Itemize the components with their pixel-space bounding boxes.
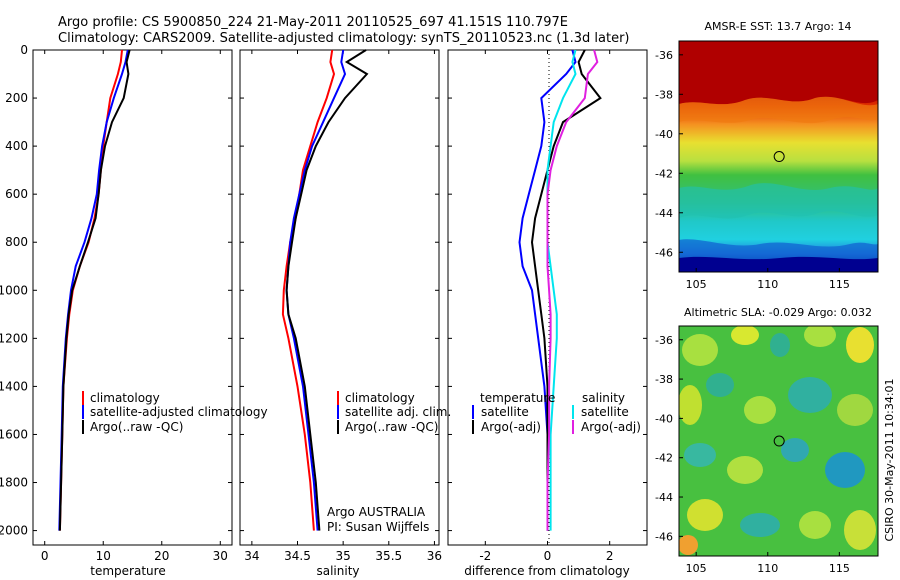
temperature-legend: climatology satellite-adjusted climatolo… — [82, 391, 268, 434]
lon-tick-label: 115 — [829, 278, 850, 291]
series-line-argo-raw-qc — [285, 49, 369, 531]
depth-tick-label: 200 — [5, 91, 28, 105]
lat-tick-label: -42 — [655, 452, 673, 465]
x-tick-label: 35 — [336, 549, 351, 563]
series-line-climatology — [281, 49, 336, 531]
x-tick-label: 0 — [544, 549, 552, 563]
series-line-satellite — [518, 49, 577, 531]
sla-map-title: Altimetric SLA: -0.029 Argo: 0.032 — [684, 306, 872, 319]
lat-tick-label: -46 — [655, 246, 673, 259]
lon-tick-label: 115 — [829, 562, 850, 575]
depth-tick-label: 1200 — [0, 331, 28, 345]
sst-map-axes: -36 -38 -40 -42 -44 -46 105 110 115 — [655, 49, 850, 291]
x-tick-label: -2 — [479, 549, 491, 563]
salinity-x-axis: 34 34.5 35 35.5 36 — [244, 50, 442, 563]
temperature-x-axis: 0 10 20 30 — [41, 50, 228, 563]
legend-label-climatology: climatology — [90, 391, 160, 405]
lat-tick-label: -40 — [655, 412, 673, 425]
series-line-argo-raw-qc — [58, 49, 131, 531]
depth-tick-label: 1400 — [0, 379, 28, 393]
lat-tick-label: -46 — [655, 530, 673, 543]
credit-line-2: PI: Susan Wijffels — [327, 520, 429, 534]
legend-label-temp-satellite: satellite — [481, 405, 529, 419]
x-tick-label: 10 — [96, 549, 111, 563]
series-line-argo-adj — [546, 49, 599, 531]
lat-tick-label: -36 — [655, 334, 673, 347]
depth-tick-label: 600 — [5, 187, 28, 201]
legend-label-temp-argo: Argo(-adj) — [481, 420, 541, 434]
series-line-satellite — [546, 49, 577, 531]
difference-legend: temperature satellite Argo(-adj) salinit… — [472, 391, 641, 434]
x-tick-label: 0 — [41, 549, 49, 563]
salinity-legend: climatology satellite adj. clim. Argo(..… — [327, 391, 451, 534]
legend-label-climatology: climatology — [345, 391, 415, 405]
temperature-profiles — [58, 49, 131, 531]
depth-tick-label: 800 — [5, 235, 28, 249]
difference-x-axis: -2 0 2 — [479, 50, 614, 563]
lat-tick-label: -36 — [655, 49, 673, 62]
lon-tick-label: 105 — [686, 278, 707, 291]
lon-tick-label: 110 — [757, 278, 778, 291]
sst-map-image — [679, 41, 878, 272]
x-tick-label: 34 — [244, 549, 259, 563]
depth-tick-label: 1600 — [0, 427, 28, 441]
x-tick-label: 36 — [427, 549, 442, 563]
legend-label-argo: Argo(..raw -QC) — [345, 420, 438, 434]
series-line-satellite-adjusted-climatology — [58, 49, 129, 531]
sst-map-title: AMSR-E SST: 13.7 Argo: 14 — [704, 20, 851, 33]
salinity-axis-label: salinity — [316, 564, 359, 578]
temperature-axis-label: temperature — [90, 564, 165, 578]
legend-label-satellite: satellite-adjusted climatology — [90, 405, 268, 419]
sla-map-axes: -36 -38 -40 -42 -44 -46 105 110 115 — [655, 334, 850, 575]
credit-line-1: Argo AUSTRALIA — [327, 505, 426, 519]
depth-tick-label: 0 — [20, 43, 28, 57]
argo-position-marker — [773, 435, 785, 447]
series-line-satellite-adj-clim — [285, 49, 347, 531]
lat-tick-label: -38 — [655, 88, 673, 101]
x-tick-label: 35.5 — [375, 549, 402, 563]
lon-tick-label: 105 — [686, 562, 707, 575]
series-line-argo-adj — [530, 49, 602, 531]
legend-label-sal-satellite: satellite — [581, 405, 629, 419]
lat-tick-label: -44 — [655, 207, 673, 220]
salinity-profiles — [281, 49, 369, 531]
x-tick-label: 30 — [213, 549, 228, 563]
side-timestamp-label: CSIRO 30-May-2011 10:34:01 — [883, 378, 896, 541]
depth-tick-label: 1000 — [0, 283, 28, 297]
depth-tick-label: 2000 — [0, 524, 28, 538]
legend-temperature-heading: temperature — [480, 391, 555, 405]
title-line-2: Climatology: CARS2009. Satellite-adjuste… — [58, 31, 630, 46]
argo-position-marker — [773, 151, 785, 163]
legend-salinity-heading: salinity — [582, 391, 625, 405]
x-tick-label: 2 — [606, 549, 614, 563]
lat-tick-label: -42 — [655, 167, 673, 180]
title-line-1: Argo profile: CS 5900850_224 21-May-2011… — [58, 15, 568, 30]
sla-map-image — [679, 326, 878, 556]
legend-label-sal-argo: Argo(-adj) — [581, 420, 641, 434]
lon-tick-label: 110 — [757, 562, 778, 575]
depth-tick-label: 400 — [5, 139, 28, 153]
depth-tick-label: 1800 — [0, 476, 28, 490]
legend-label-satellite: satellite adj. clim. — [345, 405, 451, 419]
lat-tick-label: -44 — [655, 491, 673, 504]
legend-label-argo: Argo(..raw -QC) — [90, 420, 183, 434]
temperature-panel — [32, 49, 233, 546]
x-tick-label: 34.5 — [284, 549, 311, 563]
lat-tick-label: -38 — [655, 373, 673, 386]
lat-tick-label: -40 — [655, 128, 673, 141]
depth-axis: 0 200 400 600 800 1000 1200 1400 1600 1800 2000 — [0, 43, 647, 538]
x-tick-label: 20 — [154, 549, 169, 563]
difference-axis-label: difference from climatology — [464, 564, 630, 578]
difference-profiles — [518, 49, 602, 531]
salinity-panel — [239, 49, 440, 546]
